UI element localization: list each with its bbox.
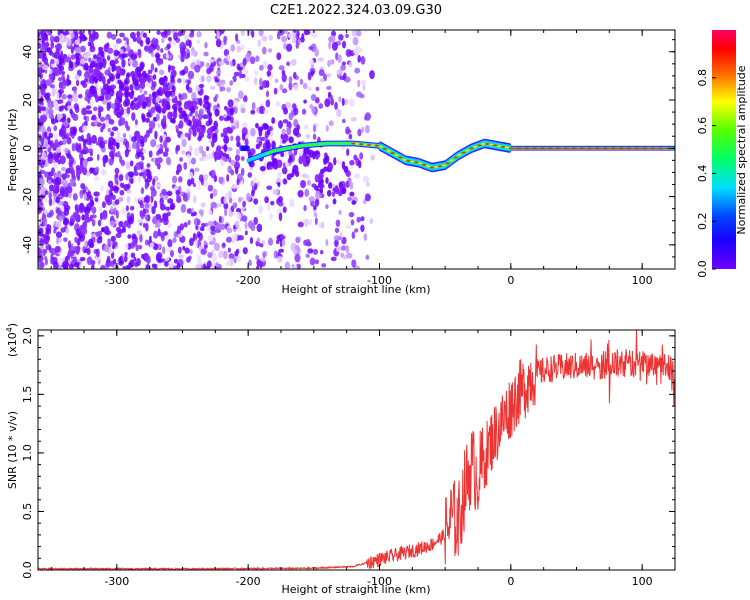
colorbar-gradient [712,30,736,269]
snr-line [38,330,675,570]
colorbar-tick-label: 0.6 [696,117,709,135]
snr-x-axis-title: Height of straight line (km) [281,583,430,596]
snr-y-tick-label: 0.5 [21,503,34,520]
snr-panel: -300 -200 -100 0 100 0.0 0.5 1.0 1.5 2.0 Height … [5,323,676,596]
snr-y-tick-label: 0.0 [21,561,34,579]
colorbar-tick-label: 0.2 [696,212,709,230]
colorbar-tick-label: 0.8 [696,69,709,87]
colorbar-tick-label: 0.0 [696,260,709,278]
snr-y-tick-label: 2.0 [21,327,34,345]
spectrogram-x-tick-label: 100 [632,274,653,287]
spectrogram-x-tick-label: -100 [367,274,392,287]
colorbar: 0.0 0.2 0.4 0.6 0.8 Normalized spectral ampl… [696,30,748,278]
spectrogram-x-tick-label: -300 [104,274,129,287]
spectrogram-y-tick-label: -40 [21,236,34,254]
spectrogram-frame [37,29,676,270]
spectrogram-ridge [239,138,675,173]
spectrogram-y-tick-label: 40 [21,45,34,59]
snr-y-tick-label: 1.0 [21,444,34,462]
spectrogram-x-tick-label: -200 [236,274,261,287]
snr-x-ticks: -300 -200 -100 0 100 [50,330,653,588]
snr-y-multiplier: (x104) [5,323,19,357]
snr-y-tick-label: 1.5 [21,386,34,404]
spectrogram-noise [38,30,376,269]
spectrogram-x-axis-title: Height of straight line (km) [281,283,430,296]
spectrogram-y-tick-label: -20 [21,188,34,206]
colorbar-ticks: 0.0 0.2 0.4 0.6 0.8 [696,69,716,278]
colorbar-title: Normalized spectral amplitude [735,65,748,234]
snr-y-ticks: 0.0 0.5 1.0 1.5 2.0 [21,327,675,579]
spectrogram-x-tick-label: 0 [507,274,514,287]
snr-x-tick-label: -100 [367,575,392,588]
spectrogram-y-tick-label: 0 [21,145,34,152]
snr-x-tick-label: -200 [236,575,261,588]
snr-frame [37,329,676,571]
colorbar-tick-label: 0.4 [696,165,709,183]
snr-x-tick-label: 100 [632,575,653,588]
spectrogram-y-tick-label: 20 [21,93,34,107]
snr-x-tick-label: -300 [104,575,129,588]
spectrogram-y-ticks: -40 -20 0 20 40 [21,39,675,270]
spectrogram-x-ticks: -300 -200 -100 0 100 [50,30,653,287]
figure-title: C2E1.2022.324.03.09.G30 [270,3,442,18]
spectrogram-y-axis-title: Frequency (Hz) [6,109,19,192]
snr-y-axis-title: SNR (10 * v/v) [6,411,19,489]
snr-x-tick-label: 0 [507,575,514,588]
